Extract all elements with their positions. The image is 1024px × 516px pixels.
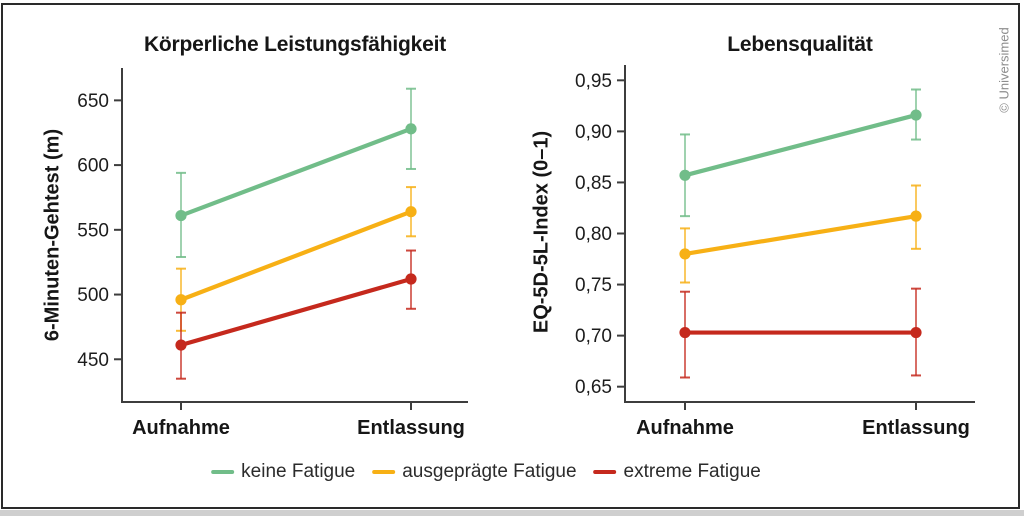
x-label-aufnahme-left: Aufnahme [132,417,230,439]
data-point [405,206,417,218]
legend-label: ausgeprägte Fatigue [402,461,577,482]
legend-label: extreme Fatigue [623,461,761,482]
y-tick-label: 0,85 [575,173,612,194]
chart-title-left: Körperliche Leistungsfähigkeit [143,33,447,56]
data-point [679,169,691,181]
figure-frame [1,3,1020,509]
bottom-margin-strip [0,510,1024,516]
copyright-credit: © Universimed [996,27,1012,113]
y-tick-label: 0,75 [575,275,612,296]
y-tick-label: 650 [77,91,109,112]
y-tick-label: 0,90 [575,122,612,143]
y-tick-label: 0,65 [575,377,612,398]
data-point [175,339,187,351]
chart-title-right: Lebensqualität [727,33,873,56]
data-point [910,326,922,339]
legend-label: keine Fatigue [241,461,356,482]
series-line [682,112,919,178]
legend-item-ausgepraegte-fatigue: ausgeprägte Fatigue [372,461,577,483]
data-point [405,273,417,285]
y-tick-label: 500 [77,285,109,306]
data-point [679,326,691,339]
x-label-entlassung-right: Entlassung [862,417,970,439]
data-point [910,210,922,222]
data-point [679,248,691,260]
legend-swatch-green-icon [211,470,235,474]
legend-item-keine-fatigue: keine Fatigue [211,461,355,483]
x-label-entlassung-left: Entlassung [357,417,465,439]
y-axis-label-right: EQ-5D-5L-Index (0–1) [530,130,553,334]
series-line [178,209,414,302]
y-tick-label: 0,70 [575,326,612,347]
x-label-aufnahme-right: Aufnahme [636,417,734,439]
y-tick-label: 0,95 [575,71,612,92]
y-tick-label: 550 [77,220,109,241]
series-line [178,126,414,218]
data-point [175,209,187,222]
data-point [175,294,187,306]
series-line [178,276,414,348]
y-axis-label-left: 6-Minuten-Gehtest (m) [41,128,64,342]
series-line [682,214,919,257]
data-point [405,123,417,135]
data-point [910,109,922,121]
y-tick-label: 450 [77,350,109,371]
legend: keine Fatigue ausgeprägte Fatigue extrem… [211,461,761,483]
y-tick-label: 0,80 [575,224,612,245]
legend-item-extreme-fatigue: extreme Fatigue [593,461,761,483]
y-tick-label: 600 [77,156,109,177]
legend-swatch-red-icon [593,470,617,474]
legend-swatch-yellow-icon [372,470,396,474]
